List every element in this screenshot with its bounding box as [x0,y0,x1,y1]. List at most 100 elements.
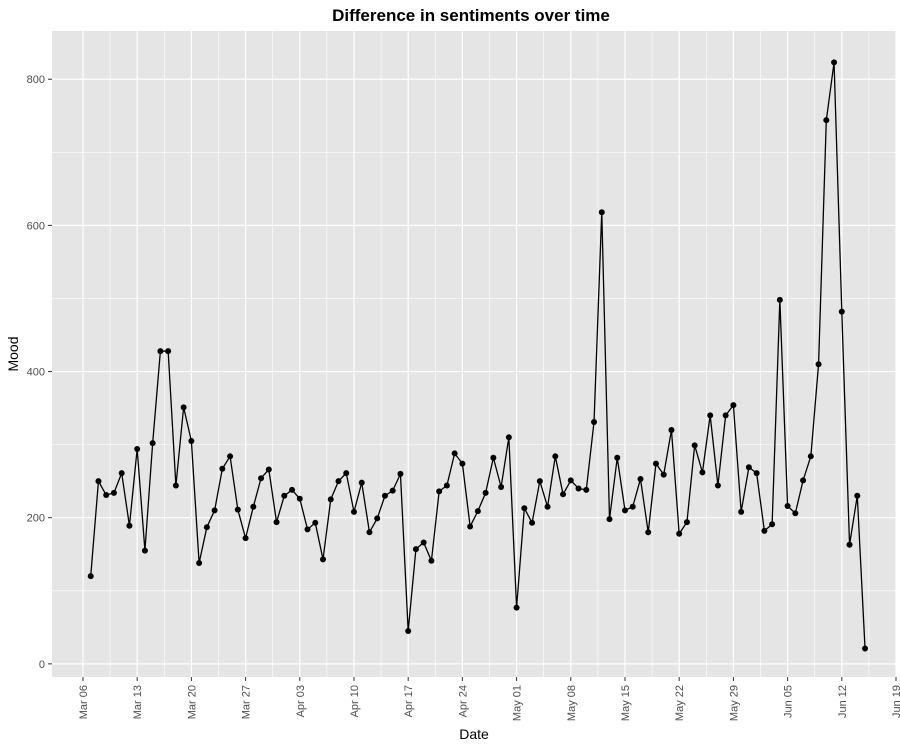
data-point [126,522,133,529]
data-point [397,470,404,477]
x-tick-label: Jun 19 [891,685,900,718]
data-point [289,486,296,493]
data-point [482,489,489,496]
data-point [614,454,621,461]
x-tick-label: Mar 27 [241,685,253,719]
data-point [265,466,272,473]
x-tick-label: Mar 20 [186,685,198,719]
data-point [637,475,644,482]
x-tick-label: Apr 03 [295,685,307,717]
data-point [103,492,110,499]
major-gridlines [52,31,897,677]
data-point [211,507,218,514]
x-tick-label: May 08 [566,685,578,721]
data-point [374,515,381,522]
data-point [389,487,396,494]
data-point [784,503,791,509]
data-point [172,482,179,489]
data-point [227,453,234,460]
data-point [621,507,628,514]
data-point [428,557,435,564]
data-point [560,491,567,498]
data-point [358,479,365,486]
x-tick-label: Mar 06 [78,685,90,719]
data-point [691,442,698,449]
y-tick-label: 800 [27,74,45,86]
data-point [513,604,520,611]
x-axis: Mar 06 Mar 13 Mar 20 Mar 27 Apr 03 Apr 10 Apr … [78,677,900,721]
data-point [800,477,807,484]
x-tick-label: May 15 [620,685,632,721]
chart-title: Difference in sentiments over time [332,6,610,25]
data-point [258,475,265,482]
data-point [676,530,683,537]
data-point [327,496,334,503]
data-point [188,437,195,444]
data-point [567,477,574,484]
points-layer [87,59,869,652]
x-tick-label: Mar 13 [132,685,144,719]
data-point [854,492,861,499]
data-point [320,556,327,563]
x-tick-label: Apr 24 [457,685,469,717]
x-tick-label: May 22 [674,685,686,721]
data-point [459,460,466,467]
data-point [443,482,450,489]
data-point [467,523,474,530]
y-tick-label: 600 [27,220,45,232]
data-point [296,495,303,502]
x-tick-label: Apr 10 [349,685,361,717]
data-point [110,489,117,496]
data-point [552,453,559,460]
data-point [714,482,721,489]
data-point [490,454,497,461]
data-point [343,470,350,477]
x-tick-label: May 01 [512,685,524,721]
data-point [753,470,760,477]
data-point [529,519,536,526]
y-axis: 0 200 400 600 800 [27,74,52,671]
data-point [118,470,125,477]
x-tick-label: Jun 12 [837,685,849,718]
data-point [831,59,838,66]
data-point [807,453,814,460]
x-tick-label: Apr 17 [403,685,415,717]
data-point [234,506,241,513]
data-point [699,469,706,476]
data-point [745,464,752,471]
y-tick-label: 0 [39,659,45,671]
data-point [815,361,822,368]
data-point [776,296,783,303]
data-point [838,308,845,315]
data-point [420,539,427,546]
data-point [366,529,373,536]
data-point [544,503,551,510]
data-point [761,527,768,534]
data-point [312,519,319,526]
data-point [180,404,187,411]
data-point [335,478,342,485]
data-point [575,485,582,492]
data-point [606,516,613,523]
data-point [730,402,737,409]
y-tick-label: 200 [27,513,45,525]
data-point [652,460,659,467]
data-point [196,560,203,566]
data-point [591,418,598,425]
data-point [660,471,667,478]
y-tick-label: 400 [27,367,45,379]
plot-panel [52,31,896,677]
data-point [583,486,590,493]
data-point [862,645,869,652]
data-point [141,547,148,554]
data-point [451,450,458,457]
x-axis-label: Date [459,726,489,742]
data-point [405,627,412,634]
data-point [598,209,605,216]
data-point [738,508,745,515]
data-point [412,546,419,553]
data-point [629,503,636,510]
data-point [683,519,690,526]
data-point [722,412,729,419]
